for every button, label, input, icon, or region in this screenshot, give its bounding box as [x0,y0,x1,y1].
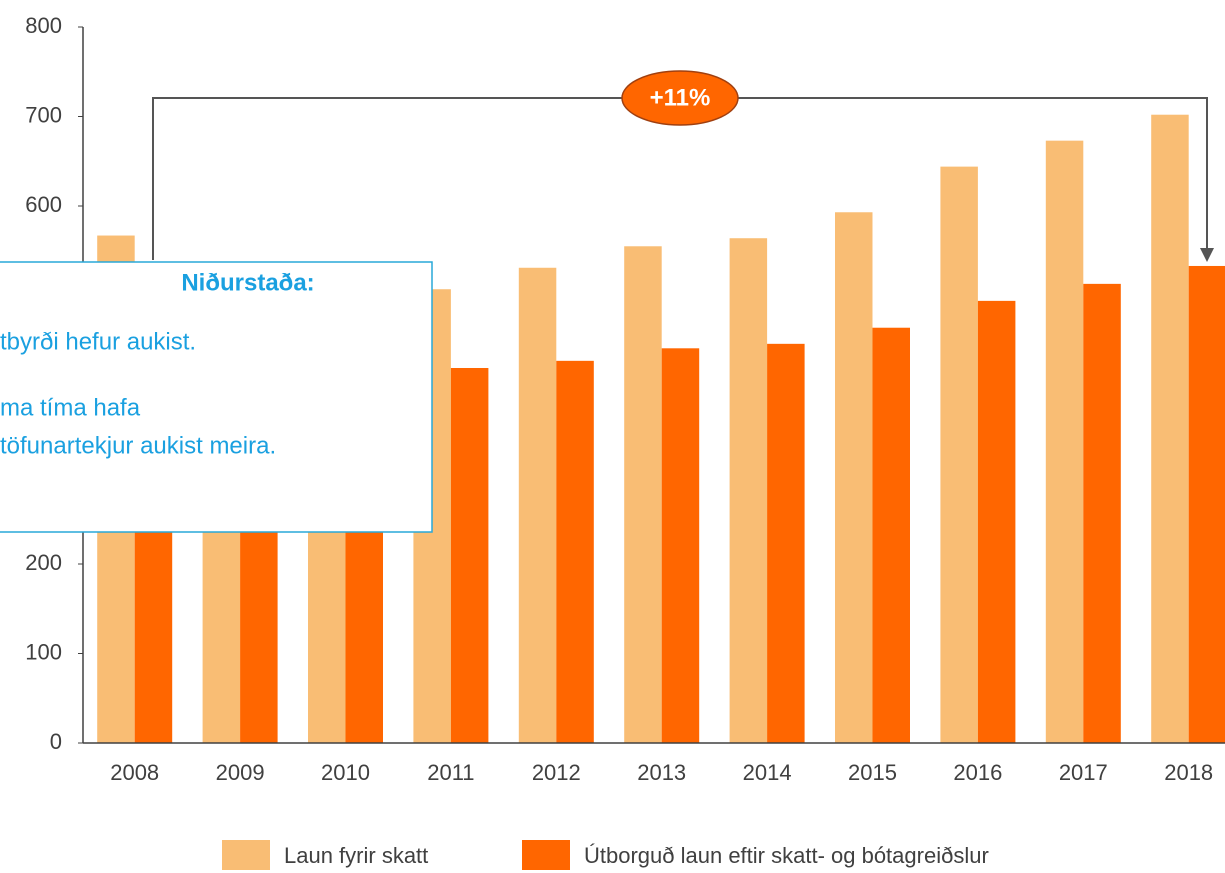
note-title: Niðurstaða: [181,269,314,296]
bar [450,367,489,743]
annotation-badge [621,70,739,126]
bar [1045,140,1084,744]
bar [1151,114,1189,743]
x-tick-label: 2011 [427,760,474,785]
annotation: +11% [650,84,711,111]
y-tick-label: 0 [50,729,62,754]
legend-label: Útborguð laun eftir skatt- og bótagreiðs… [584,843,989,868]
bar [835,212,873,743]
y-tick-label: 200 [25,550,62,575]
bar [1083,283,1121,743]
bar [661,348,700,743]
legend-swatch [222,840,270,870]
note-line: töfunartekjur aukist meira. [0,432,276,459]
note-box [0,261,433,533]
y-tick-label: 600 [25,192,62,217]
x-tick-label: 2013 [637,760,686,785]
x-tick-label: 2008 [110,760,159,785]
bar [977,300,1016,743]
x-tick-label: 2009 [216,760,265,785]
y-tick-label: 100 [25,639,62,664]
note-line: tbyrði hefur aukist. [0,328,196,355]
bar [940,166,978,743]
bar [624,246,662,743]
x-tick-label: 2012 [532,760,581,785]
bar [729,238,768,743]
y-tick-label: 700 [25,102,62,127]
bar [1188,265,1225,743]
x-tick-label: 2016 [953,760,1002,785]
x-tick-label: 2010 [321,760,370,785]
bar [767,343,805,743]
legend-label: Laun fyrir skatt [284,843,428,868]
bar [518,267,557,743]
legend-swatch [522,840,570,870]
x-tick-label: 2017 [1059,760,1108,785]
legend: Laun fyrir skatt Útborguð laun eftir skat… [222,840,989,870]
note-line: ma tíma hafa [0,394,141,421]
bar [556,360,594,743]
x-tick-label: 2015 [848,760,897,785]
x-tick-label: 2018 [1164,760,1213,785]
arrow-head [1200,248,1214,262]
bar [872,327,910,743]
y-tick-label: 800 [25,13,62,38]
x-tick-label: 2014 [743,760,792,785]
